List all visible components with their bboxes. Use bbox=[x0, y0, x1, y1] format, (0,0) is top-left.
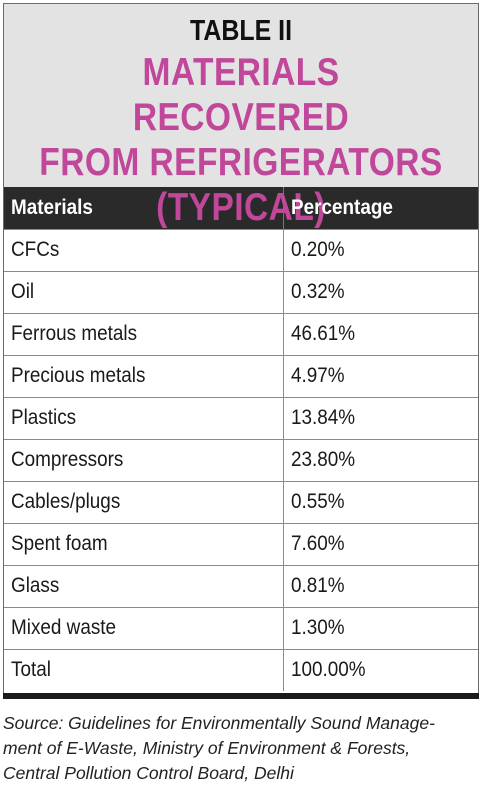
table-row: Spent foam 7.60% bbox=[4, 522, 478, 565]
table-title-line: FROM REFRIGERATORS bbox=[39, 141, 443, 184]
table-title-line: (TYPICAL) bbox=[156, 186, 326, 229]
source-line: ment of E-Waste, Ministry of Environment… bbox=[3, 738, 411, 758]
table-row: Plastics 13.84% bbox=[4, 396, 478, 439]
material-cell: Compressors bbox=[4, 438, 284, 481]
table-row: Ferrous metals 46.61% bbox=[4, 312, 478, 355]
material-cell: Cables/plugs bbox=[4, 480, 284, 523]
material-name: Plastics bbox=[11, 406, 77, 429]
material-name: Mixed waste bbox=[11, 616, 117, 639]
material-name: Compressors bbox=[11, 448, 124, 471]
table-header-row: Materials Percentage bbox=[4, 187, 478, 229]
table-title-block: TABLE II MATERIALS RECOVERED FROM REFRIG… bbox=[4, 4, 478, 229]
material-name: Oil bbox=[11, 280, 35, 303]
table-row: Mixed waste 1.30% bbox=[4, 606, 478, 649]
source-note: Source: Guidelines for Environmentally S… bbox=[3, 711, 479, 786]
source-line: Source: Guidelines for Environmentally S… bbox=[3, 713, 435, 733]
material-cell: Ferrous metals bbox=[4, 312, 284, 355]
table-row: Compressors 23.80% bbox=[4, 438, 478, 481]
material-cell: CFCs bbox=[4, 228, 284, 271]
percentage-value: 1.30% bbox=[290, 616, 345, 639]
percentage-cell: 0.32% bbox=[283, 270, 478, 313]
material-name: Precious metals bbox=[11, 364, 146, 387]
percentage-cell: 100.00% bbox=[283, 648, 478, 691]
material-name: CFCs bbox=[11, 238, 60, 261]
table-row: Precious metals 4.97% bbox=[4, 354, 478, 397]
table-title-line: MATERIALS RECOVERED bbox=[132, 51, 350, 139]
source-line: Central Pollution Control Board, Delhi bbox=[3, 763, 294, 783]
material-cell: Glass bbox=[4, 564, 284, 607]
material-cell: Mixed waste bbox=[4, 606, 284, 649]
column-header-label: Percentage bbox=[290, 195, 393, 219]
percentage-value: 0.32% bbox=[290, 280, 345, 303]
bottom-rule bbox=[3, 693, 479, 699]
table-row: Cables/plugs 0.55% bbox=[4, 480, 478, 523]
material-name: Ferrous metals bbox=[11, 322, 138, 345]
material-cell: Plastics bbox=[4, 396, 284, 439]
percentage-cell: 7.60% bbox=[283, 522, 478, 565]
percentage-value: 0.55% bbox=[290, 490, 345, 513]
material-cell: Spent foam bbox=[4, 522, 284, 565]
percentage-value: 0.20% bbox=[290, 238, 345, 261]
percentage-value: 0.81% bbox=[290, 574, 345, 597]
percentage-cell: 0.20% bbox=[283, 228, 478, 271]
percentage-value: 7.60% bbox=[290, 532, 345, 555]
percentage-cell: 13.84% bbox=[283, 396, 478, 439]
percentage-cell: 4.97% bbox=[283, 354, 478, 397]
table-title: MATERIALS RECOVERED FROM REFRIGERATORS (… bbox=[37, 50, 445, 230]
material-cell: Oil bbox=[4, 270, 284, 313]
table-row: CFCs 0.20% bbox=[4, 228, 478, 271]
material-name: Total bbox=[11, 658, 51, 682]
percentage-value: 4.97% bbox=[290, 364, 345, 387]
materials-table: Materials Percentage CFCs 0.20% Oil 0.32% Fe… bbox=[4, 187, 478, 691]
percentage-cell: 46.61% bbox=[283, 312, 478, 355]
material-cell: Total bbox=[4, 648, 284, 691]
percentage-cell: 0.81% bbox=[283, 564, 478, 607]
material-name: Spent foam bbox=[11, 532, 108, 555]
table-row: Total 100.00% bbox=[4, 648, 478, 691]
column-header-label: Materials bbox=[11, 195, 93, 219]
column-header-materials: Materials bbox=[4, 187, 284, 229]
table-frame: TABLE II MATERIALS RECOVERED FROM REFRIG… bbox=[3, 3, 479, 696]
material-name: Cables/plugs bbox=[11, 490, 121, 513]
percentage-value: 13.84% bbox=[290, 406, 355, 429]
table-label: TABLE II bbox=[189, 15, 293, 47]
column-header-percentage: Percentage bbox=[283, 187, 478, 229]
material-name: Glass bbox=[11, 574, 60, 597]
material-cell: Precious metals bbox=[4, 354, 284, 397]
percentage-value: 100.00% bbox=[290, 658, 366, 682]
percentage-cell: 0.55% bbox=[283, 480, 478, 523]
table-row: Oil 0.32% bbox=[4, 270, 478, 313]
percentage-value: 23.80% bbox=[290, 448, 355, 471]
percentage-cell: 23.80% bbox=[283, 438, 478, 481]
percentage-value: 46.61% bbox=[290, 322, 355, 345]
table-row: Glass 0.81% bbox=[4, 564, 478, 607]
percentage-cell: 1.30% bbox=[283, 606, 478, 649]
